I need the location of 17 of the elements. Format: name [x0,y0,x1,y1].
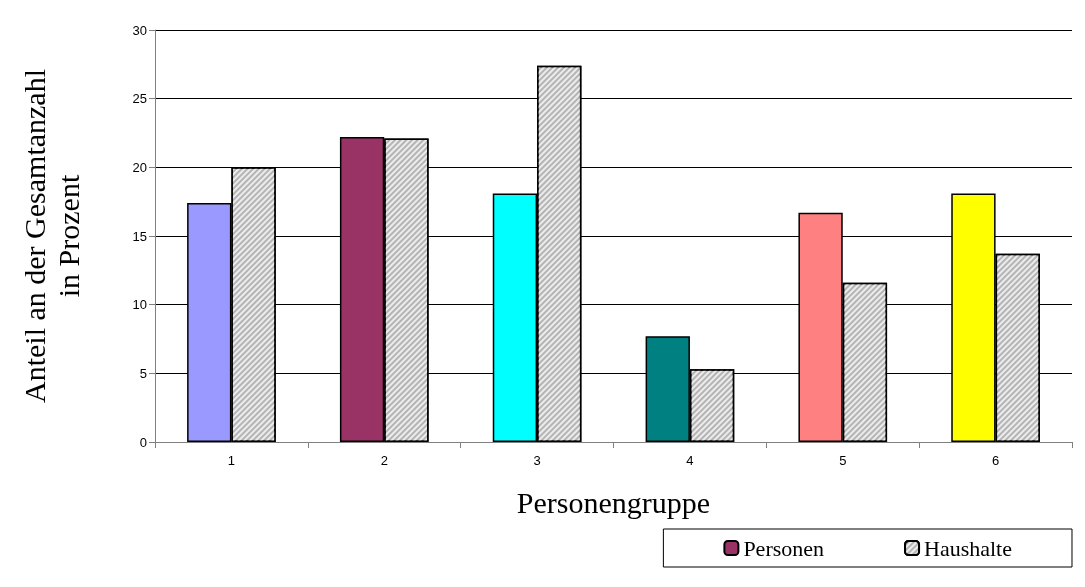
x-tick-label: 3 [533,453,541,468]
x-tick-label: 5 [839,453,847,468]
y-tick-label: 5 [139,365,147,381]
x-tick-label: 4 [686,453,694,468]
y-tick-label: 20 [132,159,147,175]
y-tick-label: 25 [132,91,147,107]
legend-label: Personen [743,535,825,561]
legend-label: Haushalte [924,535,1012,561]
x-tick-label: 6 [991,453,1000,468]
x-tick-label: 2 [380,453,388,468]
y-tick-label: 15 [132,228,147,244]
y-axis-title: Anteil an der Gesamtanzahl in Prozent [17,68,85,404]
y-tick-label: 0 [139,434,147,450]
x-axis-title: Personengruppe [516,485,711,519]
y-tick-label: 30 [132,22,147,38]
x-tick-label: 1 [227,453,236,468]
y-tick-label: 10 [132,297,147,313]
